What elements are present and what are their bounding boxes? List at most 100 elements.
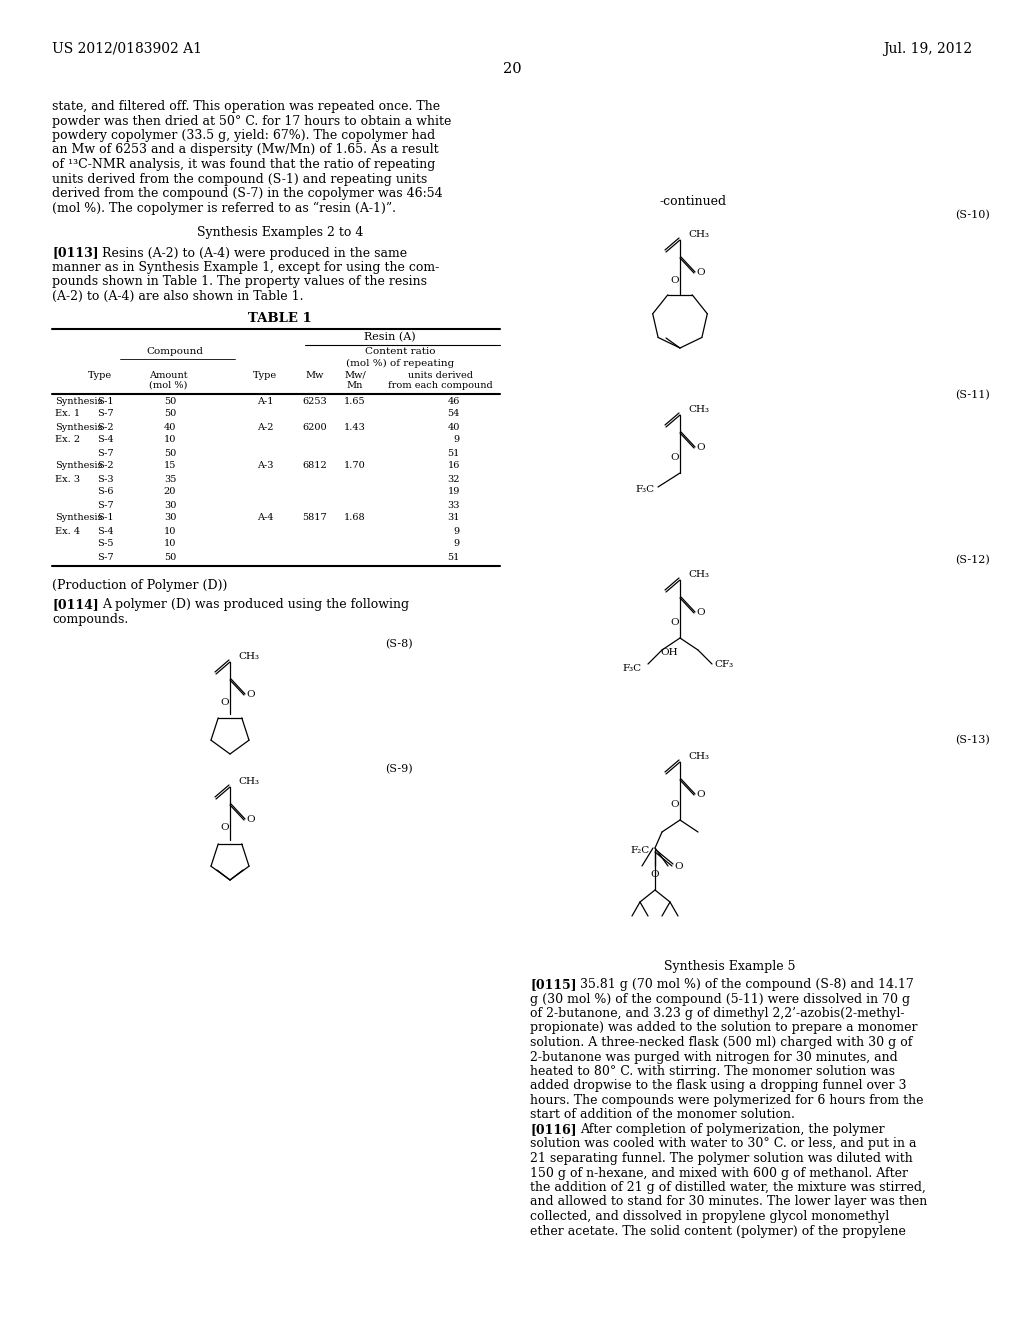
- Text: F₂C: F₂C: [630, 846, 649, 855]
- Text: CH₃: CH₃: [688, 405, 709, 414]
- Text: 32: 32: [447, 474, 460, 483]
- Text: O: O: [246, 690, 255, 700]
- Text: A-1: A-1: [257, 396, 273, 405]
- Text: 51: 51: [447, 449, 460, 458]
- Text: 50: 50: [164, 553, 176, 561]
- Text: 21 separating funnel. The polymer solution was diluted with: 21 separating funnel. The polymer soluti…: [530, 1152, 912, 1166]
- Text: 16: 16: [447, 462, 460, 470]
- Text: 6200: 6200: [303, 422, 328, 432]
- Text: 40: 40: [164, 422, 176, 432]
- Text: S-7: S-7: [96, 553, 114, 561]
- Text: powder was then dried at 50° C. for 17 hours to obtain a white: powder was then dried at 50° C. for 17 h…: [52, 115, 452, 128]
- Text: CH₃: CH₃: [688, 570, 709, 579]
- Text: of 2-butanone, and 3.23 g of dimethyl 2,2’-azobis(2-methyl-: of 2-butanone, and 3.23 g of dimethyl 2,…: [530, 1007, 904, 1020]
- Text: 1.43: 1.43: [344, 422, 366, 432]
- Text: (S-12): (S-12): [955, 554, 990, 565]
- Text: -continued: -continued: [660, 195, 727, 209]
- Text: start of addition of the monomer solution.: start of addition of the monomer solutio…: [530, 1109, 795, 1122]
- Text: (S-11): (S-11): [955, 389, 990, 400]
- Text: Ex. 2: Ex. 2: [55, 436, 80, 445]
- Text: S-5: S-5: [96, 540, 114, 549]
- Text: Mn: Mn: [347, 381, 364, 389]
- Text: units derived from the compound (S-1) and repeating units: units derived from the compound (S-1) an…: [52, 173, 427, 186]
- Text: Ex. 3: Ex. 3: [55, 474, 80, 483]
- Text: CF₃: CF₃: [714, 660, 733, 669]
- Text: CH₃: CH₃: [688, 230, 709, 239]
- Text: ether acetate. The solid content (polymer) of the propylene: ether acetate. The solid content (polyme…: [530, 1225, 906, 1238]
- Text: S-3: S-3: [96, 474, 114, 483]
- Text: S-1: S-1: [96, 513, 114, 523]
- Text: TABLE 1: TABLE 1: [248, 313, 312, 326]
- Text: (S-9): (S-9): [385, 764, 413, 775]
- Text: O: O: [670, 453, 679, 462]
- Text: manner as in Synthesis Example 1, except for using the com-: manner as in Synthesis Example 1, except…: [52, 261, 439, 275]
- Text: O: O: [696, 609, 705, 616]
- Text: added dropwise to the flask using a dropping funnel over 3: added dropwise to the flask using a drop…: [530, 1080, 906, 1093]
- Text: Mw/: Mw/: [344, 371, 366, 380]
- Text: Amount: Amount: [148, 371, 187, 380]
- Text: F₃C: F₃C: [635, 484, 654, 494]
- Text: Synthesis Example 5: Synthesis Example 5: [665, 960, 796, 973]
- Text: 31: 31: [447, 513, 460, 523]
- Text: O: O: [650, 870, 658, 879]
- Text: Resin (A): Resin (A): [365, 333, 416, 342]
- Text: CH₃: CH₃: [238, 652, 259, 661]
- Text: 50: 50: [164, 449, 176, 458]
- Text: compounds.: compounds.: [52, 612, 128, 626]
- Text: state, and filtered off. This operation was repeated once. The: state, and filtered off. This operation …: [52, 100, 440, 114]
- Text: S-4: S-4: [96, 436, 114, 445]
- Text: heated to 80° C. with stirring. The monomer solution was: heated to 80° C. with stirring. The mono…: [530, 1065, 895, 1078]
- Text: 1.70: 1.70: [344, 462, 366, 470]
- Text: hours. The compounds were polymerized for 6 hours from the: hours. The compounds were polymerized fo…: [530, 1094, 924, 1107]
- Text: an Mw of 6253 and a dispersity (Mw/Mn) of 1.65. As a result: an Mw of 6253 and a dispersity (Mw/Mn) o…: [52, 144, 438, 157]
- Text: Ex. 1: Ex. 1: [55, 409, 80, 418]
- Text: OH: OH: [660, 648, 678, 657]
- Text: the addition of 21 g of distilled water, the mixture was stirred,: the addition of 21 g of distilled water,…: [530, 1181, 926, 1195]
- Text: [0114]: [0114]: [52, 598, 98, 611]
- Text: powdery copolymer (33.5 g, yield: 67%). The copolymer had: powdery copolymer (33.5 g, yield: 67%). …: [52, 129, 435, 143]
- Text: [0113]: [0113]: [52, 247, 98, 260]
- Text: 15: 15: [164, 462, 176, 470]
- Text: O: O: [670, 276, 679, 285]
- Text: (mol %) of repeating: (mol %) of repeating: [346, 359, 454, 368]
- Text: 50: 50: [164, 409, 176, 418]
- Text: Jul. 19, 2012: Jul. 19, 2012: [883, 42, 972, 55]
- Text: 1.65: 1.65: [344, 396, 366, 405]
- Text: CH₃: CH₃: [238, 777, 259, 785]
- Text: 30: 30: [164, 513, 176, 523]
- Text: collected, and dissolved in propylene glycol monomethyl: collected, and dissolved in propylene gl…: [530, 1210, 889, 1224]
- Text: from each compound: from each compound: [388, 381, 493, 389]
- Text: Compound: Compound: [146, 347, 204, 356]
- Text: 5817: 5817: [303, 513, 328, 523]
- Text: S-7: S-7: [96, 409, 114, 418]
- Text: pounds shown in Table 1. The property values of the resins: pounds shown in Table 1. The property va…: [52, 276, 427, 289]
- Text: F₃C: F₃C: [622, 664, 641, 673]
- Text: (mol %). The copolymer is referred to as “resin (A-1)”.: (mol %). The copolymer is referred to as…: [52, 202, 396, 215]
- Text: S-7: S-7: [96, 500, 114, 510]
- Text: 54: 54: [447, 409, 460, 418]
- Text: 2-butanone was purged with nitrogen for 30 minutes, and: 2-butanone was purged with nitrogen for …: [530, 1051, 898, 1064]
- Text: Content ratio: Content ratio: [365, 347, 435, 356]
- Text: O: O: [696, 444, 705, 451]
- Text: S-2: S-2: [96, 422, 114, 432]
- Text: derived from the compound (S-7) in the copolymer was 46:54: derived from the compound (S-7) in the c…: [52, 187, 442, 201]
- Text: Mw: Mw: [306, 371, 325, 380]
- Text: 40: 40: [447, 422, 460, 432]
- Text: 10: 10: [164, 527, 176, 536]
- Text: O: O: [670, 800, 679, 809]
- Text: Synthesis: Synthesis: [55, 396, 102, 405]
- Text: A-2: A-2: [257, 422, 273, 432]
- Text: 35.81 g (70 mol %) of the compound (S-8) and 14.17: 35.81 g (70 mol %) of the compound (S-8)…: [580, 978, 913, 991]
- Text: S-1: S-1: [96, 396, 114, 405]
- Text: 19: 19: [447, 487, 460, 496]
- Text: 30: 30: [164, 500, 176, 510]
- Text: 6253: 6253: [303, 396, 328, 405]
- Text: A-4: A-4: [257, 513, 273, 523]
- Text: Resins (A-2) to (A-4) were produced in the same: Resins (A-2) to (A-4) were produced in t…: [102, 247, 408, 260]
- Text: O: O: [674, 862, 683, 871]
- Text: g (30 mol %) of the compound (5-11) were dissolved in 70 g: g (30 mol %) of the compound (5-11) were…: [530, 993, 910, 1006]
- Text: O: O: [246, 814, 255, 824]
- Text: Type: Type: [253, 371, 278, 380]
- Text: CH₃: CH₃: [688, 752, 709, 762]
- Text: (Production of Polymer (D)): (Production of Polymer (D)): [52, 579, 227, 593]
